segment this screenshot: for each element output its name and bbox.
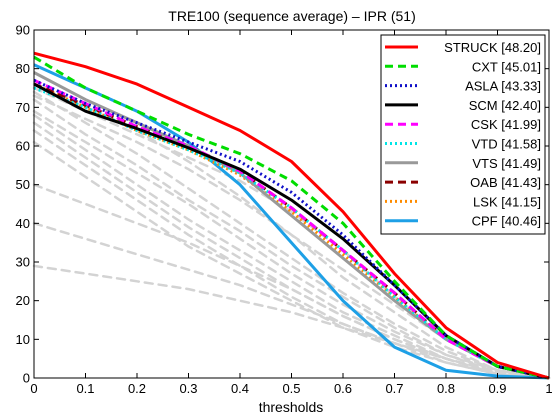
x-tick-label: 0.3 [179,381,197,396]
y-tick-label: 0 [23,371,30,386]
x-tick-label: 0.5 [282,381,300,396]
y-tick-label: 90 [16,23,30,38]
legend-label-csk: CSK [41.99] [471,117,541,132]
legend-label-cpf: CPF [40.46] [472,214,541,229]
legend-label-asla: ASLA [43.33] [465,79,541,94]
legend-label-lsk: LSK [41.15] [473,194,541,209]
legend-label-cxt: CXT [45.01] [472,59,541,74]
y-tick-label: 30 [16,255,30,270]
x-tick-label: 0.8 [437,381,455,396]
chart-title: TRE100 (sequence average) – IPR (51) [168,8,415,24]
y-tick-label: 80 [16,61,30,76]
legend: STRUCK [48.20] CXT [45.01] ASLA [43.33] SCM… [381,35,545,234]
x-axis-label: thresholds [259,399,324,415]
y-tick-label: 20 [16,293,30,308]
legend-label-oab: OAB [41.43] [470,175,541,190]
y-tick-label: 60 [16,139,30,154]
y-tick-label: 70 [16,100,30,115]
x-tick-label: 0.2 [128,381,146,396]
x-tick-label: 0.9 [488,381,506,396]
y-tick-label: 10 [16,332,30,347]
x-tick-label: 0.1 [76,381,94,396]
x-tick-label: 0.4 [231,381,249,396]
x-tick-label: 0.6 [334,381,352,396]
x-tick-label: 0 [30,381,37,396]
x-tick-label: 0.7 [385,381,403,396]
legend-label-struck: STRUCK [48.20] [444,40,541,55]
y-tick-label: 50 [16,177,30,192]
legend-label-vtd: VTD [41.58] [472,137,541,152]
legend-label-scm: SCM [42.40] [469,98,541,113]
x-tick-label: 1 [545,381,552,396]
y-tick-label: 40 [16,216,30,231]
legend-label-vts: VTS [41.49] [472,156,541,171]
